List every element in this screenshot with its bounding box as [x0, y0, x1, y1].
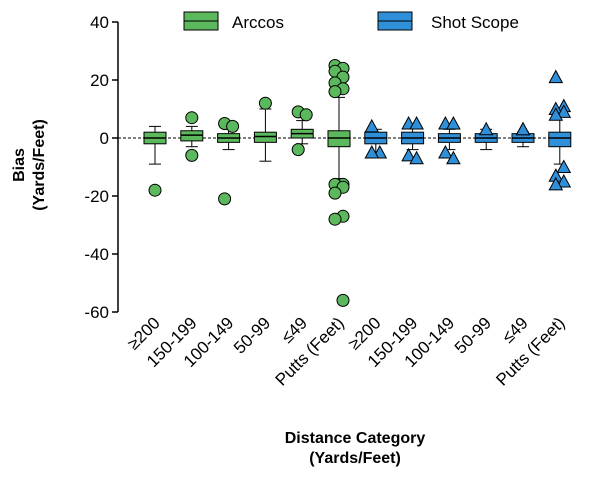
- box-shot-scope-5: [548, 69, 572, 191]
- box-arccos-1: [180, 111, 204, 162]
- outlier-point: [258, 96, 272, 110]
- box-iqr: [548, 131, 572, 148]
- y-tick-label: -40: [84, 245, 109, 264]
- box-shot-scope-0: [364, 118, 388, 159]
- outlier-point: [548, 107, 564, 121]
- legend: Arccos Shot Scope: [183, 11, 519, 32]
- y-tick-label: -20: [84, 187, 109, 206]
- outlier-point: [478, 121, 494, 136]
- outlier-point: [438, 144, 453, 159]
- outlier-point: [515, 121, 531, 136]
- box-arccos-3: [253, 96, 277, 162]
- x-axis-title-line: (Yards/Feet): [309, 450, 401, 467]
- outlier-point: [548, 69, 564, 84]
- x-tick-label: Putts (Feet): [492, 313, 568, 389]
- box-shot-scope-1: [401, 115, 425, 165]
- box-arccos-2: [217, 117, 241, 206]
- outlier-point: [226, 119, 240, 133]
- y-tick-label: 40: [90, 13, 109, 32]
- legend-label-arccos: Arccos: [232, 13, 284, 32]
- outlier-point: [148, 183, 162, 197]
- outlier-point: [556, 159, 572, 173]
- outlier-point: [328, 186, 342, 200]
- outlier-point: [548, 176, 564, 191]
- outlier-point: [446, 115, 461, 130]
- x-tick-label: Putts (Feet): [272, 313, 348, 389]
- box-shot-scope-3: [474, 121, 498, 151]
- x-axis-title: Distance Category (Yards/Feet): [285, 430, 426, 467]
- outlier-point: [401, 147, 416, 162]
- box-shot-scope-2: [437, 115, 461, 165]
- y-tick-label: 20: [90, 71, 109, 90]
- outlier-point: [409, 115, 424, 130]
- y-tick-label: 0: [100, 129, 109, 148]
- box-shot-scope-4: [511, 121, 535, 148]
- outlier-point: [364, 144, 380, 159]
- outlier-point: [556, 173, 572, 188]
- outlier-point: [218, 192, 232, 206]
- outlier-point: [336, 293, 350, 307]
- outlier-point: [556, 104, 572, 118]
- outlier-point: [185, 148, 199, 162]
- y-axis-title: Bias (Yards/Feet): [11, 119, 48, 211]
- outlier-point: [185, 111, 199, 125]
- outlier-point: [328, 212, 342, 226]
- outlier-point: [364, 118, 380, 133]
- outlier-point: [409, 150, 424, 165]
- outlier-point: [291, 143, 305, 157]
- y-axis-title-line: (Yards/Feet): [31, 119, 48, 211]
- outlier-point: [446, 150, 461, 165]
- box-arccos-0: [143, 125, 167, 197]
- outlier-point: [328, 85, 342, 99]
- y-tick-label: -60: [84, 303, 109, 322]
- box-arccos-4: [290, 105, 314, 157]
- legend-label-shot-scope: Shot Scope: [431, 13, 519, 32]
- y-axis-title-line: Bias: [11, 148, 28, 182]
- x-axis-title-line: Distance Category: [285, 430, 426, 447]
- box-arccos-5: [327, 59, 351, 307]
- outlier-point: [299, 108, 313, 122]
- x-tick-label: 50-99: [230, 313, 274, 357]
- x-tick-label: 50-99: [451, 313, 495, 357]
